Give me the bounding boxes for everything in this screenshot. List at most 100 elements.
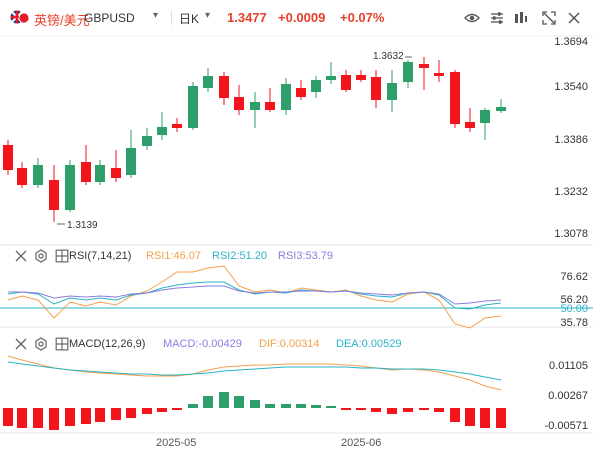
macd-bar [234,396,244,408]
eye-icon[interactable] [464,10,480,26]
candle-body [157,127,167,135]
last-price: 1.3477 [227,10,267,25]
eye-off-icon[interactable] [14,337,28,351]
rsi3-line [8,285,502,305]
candle-body [250,102,260,110]
candle-body [434,73,444,76]
macd-bar [419,408,429,410]
indicator-icon[interactable] [55,249,69,263]
macd-bar [203,396,213,408]
rsi3-value: RSI3:53.79 [278,250,334,262]
high-annotation: 1.3632 [373,51,404,62]
rsi1-value: RSI1:46.07 [146,250,202,262]
macd-bar [142,408,152,414]
price-axis-label: 1.3694 [554,36,588,48]
candle-body [188,86,198,128]
gbp-flag-icon [10,10,30,24]
macd-bar [480,408,490,428]
candle-body [265,102,275,110]
expand-icon[interactable] [541,10,557,26]
dea-value: DEA:0.00529 [336,338,402,350]
macd-bar [33,408,43,428]
symbol-code[interactable]: GBPUSD [84,11,135,25]
price-axis-label: 1.3386 [554,134,588,146]
macd-bar [265,404,275,408]
macd-bar [356,408,366,410]
eye-off-icon[interactable] [14,249,28,263]
candle-body [219,76,229,98]
rsi-axis-label: 35.78 [560,317,588,329]
candle-body [65,165,75,210]
macd-lines [7,355,502,391]
price-axis-label: 1.3232 [554,186,588,198]
candle-body [17,168,27,185]
macd-bar [311,405,321,408]
candle-body [111,168,121,178]
candle-body [496,107,506,111]
macd-bar [157,408,167,412]
candle-body [203,76,213,88]
rsi-title: RSI(7,14,21) [69,250,132,262]
rsi2-value: RSI2:51.20 [212,250,268,262]
low-annotation: 1.3139 [67,220,98,231]
candle-body [281,84,291,110]
settings-icon[interactable] [34,337,48,351]
macd-bar [450,408,460,422]
candle-body [49,180,59,210]
candle-body [142,136,152,146]
close-icon[interactable] [566,10,582,26]
candle-body [341,75,351,90]
price-axis-label: 1.3540 [554,81,588,93]
price-change-percent: +0.07% [340,10,385,25]
indicator-icon[interactable] [55,337,69,351]
rsi-axis-label: 76.62 [560,271,588,283]
sliders-icon[interactable] [489,10,505,26]
macd-value: MACD:-0.00429 [163,338,242,350]
macd-bar [341,408,351,410]
macd-bar [281,404,291,408]
macd-bar [188,404,198,408]
period-selector[interactable]: 日K [179,12,200,26]
candle-body [126,148,136,175]
rsi-axis-label: 50.00 [560,303,588,315]
macd-axis-label: 0.00267 [548,390,588,402]
swap-icon[interactable] [513,10,529,26]
rsi-axis-label: 56.20 [560,294,588,306]
candle-body [3,145,13,170]
candle-body [419,64,429,68]
symbol-name-cn[interactable]: 英镑/美元 [34,13,90,28]
candle-body [450,72,460,124]
dif-value: DIF:0.00314 [259,338,320,350]
macd-bar [250,400,260,408]
candle-body [465,122,475,128]
dif-line [7,355,502,391]
macd-bar [126,408,136,418]
macd-bar [3,408,13,426]
macd-bar [95,408,105,422]
settings-icon[interactable] [34,249,48,263]
candle-body [371,77,381,100]
candle-body [234,97,244,110]
macd-bar [111,408,121,420]
price-axis-label: 1.3078 [554,228,588,240]
macd-bar [403,408,413,412]
macd-bar [219,392,229,408]
macd-bar [296,404,306,408]
candle-body [480,110,490,123]
rsi-lines [7,265,502,329]
dea-line [7,361,502,381]
candle-body [296,88,306,97]
macd-bar [496,408,506,428]
macd-bar [49,408,59,430]
macd-bar [387,408,397,414]
candle-body [403,62,413,82]
chevron-down-icon[interactable]: ▾ [153,10,159,21]
date-label: 2025-05 [156,437,197,449]
chevron-down-icon[interactable]: ▾ [205,10,211,21]
macd-axis-label: 0.01105 [549,360,588,372]
macd-histogram [3,392,506,430]
macd-bar [65,408,75,426]
macd-bar [371,408,381,412]
macd-bar [434,408,444,412]
